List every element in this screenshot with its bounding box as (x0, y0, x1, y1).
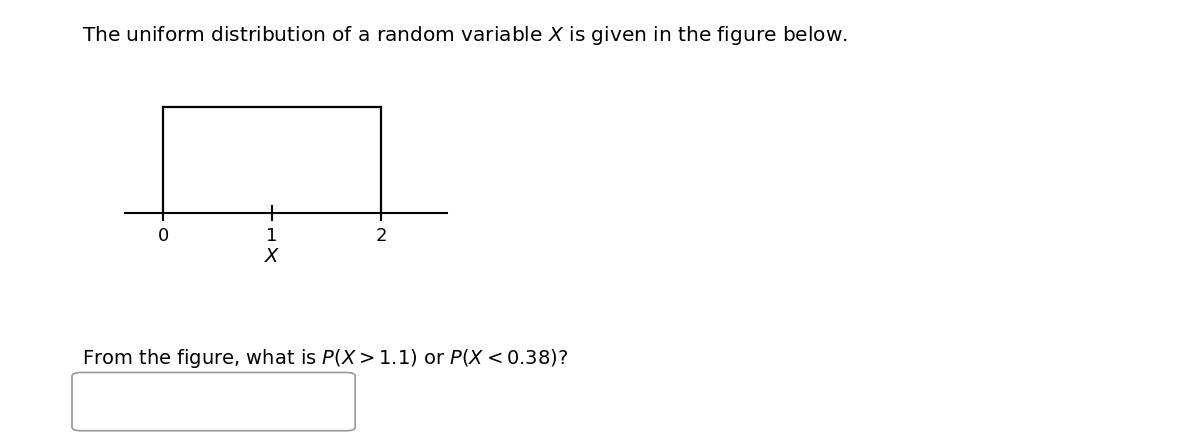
Text: From the figure, what is $P(X > 1.1)$ or $P(X < 0.38)$?: From the figure, what is $P(X > 1.1)$ or… (82, 347, 568, 370)
Text: The uniform distribution of a random variable $X$ is given in the figure below.: The uniform distribution of a random var… (82, 24, 847, 48)
Text: 0: 0 (157, 227, 169, 245)
Text: 1: 1 (266, 227, 278, 245)
Text: 2: 2 (376, 227, 388, 245)
Text: $X$: $X$ (264, 247, 281, 267)
